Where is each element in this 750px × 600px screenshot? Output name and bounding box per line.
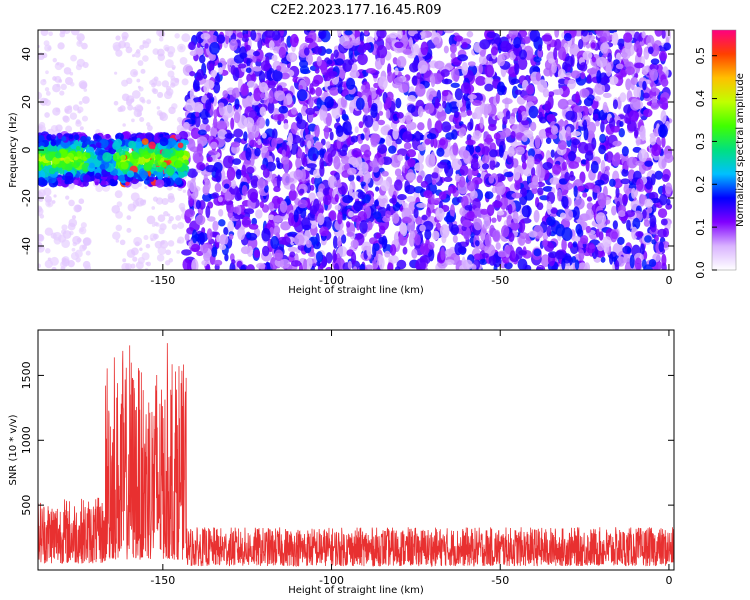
x-tick-label: 0 [665,274,672,287]
colorbar-label: Normalized spectral amplitude [735,73,746,227]
colorbar-ticks: 0.0 0.1 0.2 0.3 0.4 0.5 [694,47,717,279]
spectrogram-panel: -150 -100 -50 0 -40 -20 0 20 40 Height of strai… [8,29,675,296]
x-tick-label: -50 [491,274,509,287]
spectrogram-x-label: Height of straight line (km) [288,285,424,296]
snr-panel: -150 -100 -50 0 500 1000 1500 Height of strai… [8,329,675,596]
colorbar-tick-label: 0.0 [694,261,707,279]
snr-y-axis: 500 1000 1500 [20,361,674,516]
snr-x-axis: -150 -100 -50 0 [150,330,672,587]
x-tick-label: -150 [150,574,175,587]
y-tick-label: -20 [20,189,33,207]
y-tick-label: 40 [20,47,33,61]
figure-title: C2E2.2023.177.16.45.R09 [270,3,441,18]
colorbar-tick-label: 0.2 [694,176,707,194]
snr-line [38,343,674,568]
colorbar-gradient [712,30,736,270]
colorbar-tick-label: 0.3 [694,133,707,151]
x-tick-label: 0 [665,574,672,587]
y-tick-label: 0 [20,147,33,154]
x-tick-label: -150 [150,274,175,287]
y-tick-label: 20 [20,95,33,109]
y-tick-label: 1000 [20,426,33,454]
x-tick-label: -100 [319,274,344,287]
spectrogram-y-axis: -40 -20 0 20 40 [20,47,674,255]
snr-frame [37,329,675,571]
x-tick-label: -50 [491,574,509,587]
snr-x-label: Height of straight line (km) [288,585,424,596]
y-tick-label: 500 [20,495,33,516]
spectrogram-x-axis: -150 -100 -50 0 [150,30,672,287]
snr-y-label: SNR (10 * v/v) [8,414,19,485]
snr-series [38,343,674,568]
y-tick-label: -40 [20,237,33,255]
colorbar: 0.0 0.1 0.2 0.3 0.4 0.5 Normalized spectral a… [694,29,746,279]
colorbar-tick-label: 0.5 [694,47,707,65]
spectrogram-heatmap [38,30,674,270]
spectrogram-y-label: Frequency (Hz) [8,112,19,188]
x-tick-label: -100 [319,574,344,587]
colorbar-tick-label: 0.4 [694,90,707,108]
colorbar-tick-label: 0.1 [694,218,707,236]
colorbar-frame [711,29,737,271]
y-tick-label: 1500 [20,361,33,389]
